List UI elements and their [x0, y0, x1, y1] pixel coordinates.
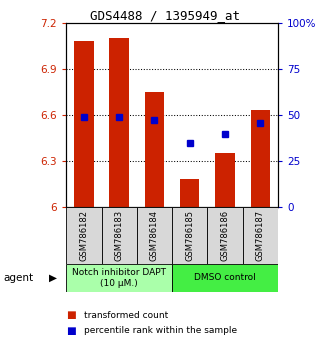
Text: ▶: ▶ [49, 273, 57, 283]
Bar [102, 207, 137, 264]
Text: GSM786183: GSM786183 [115, 210, 124, 261]
Text: GSM786185: GSM786185 [185, 210, 194, 261]
Bar [145, 92, 164, 207]
Text: Notch inhibitor DAPT
(10 μM.): Notch inhibitor DAPT (10 μM.) [72, 268, 166, 287]
Bar [215, 153, 235, 207]
Text: GDS4488 / 1395949_at: GDS4488 / 1395949_at [90, 9, 241, 22]
Text: GSM786182: GSM786182 [79, 210, 88, 261]
Text: GSM786184: GSM786184 [150, 210, 159, 261]
Text: ■: ■ [66, 310, 76, 320]
Bar [208, 207, 243, 264]
Text: percentile rank within the sample: percentile rank within the sample [84, 326, 238, 336]
Bar [66, 264, 172, 292]
Bar [74, 41, 94, 207]
Bar [243, 207, 278, 264]
Bar [172, 207, 208, 264]
Bar [180, 179, 200, 207]
Bar [110, 38, 129, 207]
Bar [172, 264, 278, 292]
Text: ■: ■ [66, 326, 76, 336]
Text: GSM786186: GSM786186 [220, 210, 230, 261]
Text: transformed count: transformed count [84, 310, 169, 320]
Text: GSM786187: GSM786187 [256, 210, 265, 261]
Bar [251, 110, 270, 207]
Text: agent: agent [3, 273, 33, 283]
Text: DMSO control: DMSO control [194, 273, 256, 282]
Bar [66, 207, 102, 264]
Bar [137, 207, 172, 264]
